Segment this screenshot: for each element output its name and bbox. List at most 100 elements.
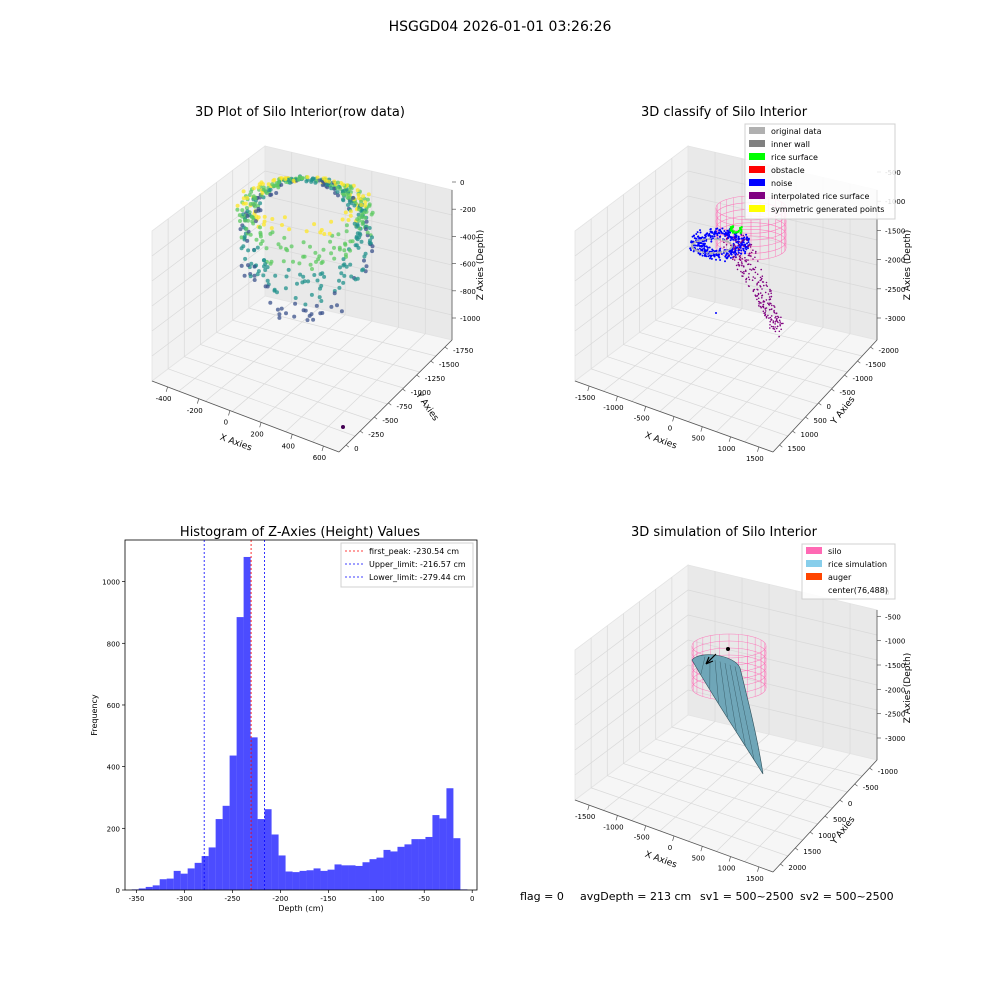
classify-noise-point xyxy=(742,247,745,250)
classify-interpolated-point xyxy=(768,296,771,298)
simulation-z-axis-label: Z Axies (Depth) xyxy=(903,653,913,724)
classify-interpolated-point xyxy=(769,320,771,323)
classify-noise-point xyxy=(724,255,727,258)
classify-original-point xyxy=(700,239,703,241)
raw-y-tick xyxy=(388,402,392,406)
raw-point xyxy=(343,241,347,246)
raw-point xyxy=(335,190,340,195)
classify-interpolated-point xyxy=(756,273,759,276)
raw-point xyxy=(351,195,356,200)
classify-interpolated-point xyxy=(762,305,765,308)
raw-point xyxy=(316,257,321,262)
simulation-y-tick-label: 2000 xyxy=(788,864,806,872)
classify-interpolated-point xyxy=(777,321,779,324)
classify-noise-point xyxy=(707,234,710,237)
classify-interpolated-point xyxy=(761,288,763,290)
classify-interpolated-point xyxy=(741,262,743,265)
footer-avg-depth: avgDepth = 213 cm xyxy=(580,890,691,903)
raw-point xyxy=(352,203,357,208)
classify-axis-line xyxy=(772,339,878,453)
classify-interpolated-point xyxy=(730,244,732,247)
classify-x-tick-label: -500 xyxy=(634,414,650,422)
classify-noise-point xyxy=(726,252,729,255)
classify-noise-point xyxy=(742,241,745,244)
simulation-gridline xyxy=(744,753,851,862)
classify-noise-point xyxy=(734,234,737,236)
raw-point xyxy=(339,271,344,276)
simulation-x-tick-label: 1500 xyxy=(746,875,764,883)
raw-point xyxy=(252,264,257,269)
raw-point xyxy=(270,217,275,221)
classify-legend-swatch xyxy=(749,205,765,212)
classify-noise-point xyxy=(706,232,709,235)
raw-point xyxy=(335,180,340,185)
classify-noise-point xyxy=(744,252,746,255)
raw-point xyxy=(249,189,254,194)
classify-interpolated-point xyxy=(756,298,758,301)
raw-gridline xyxy=(216,332,404,389)
classify-original-point xyxy=(702,238,705,241)
raw-point xyxy=(258,230,263,235)
raw-x-tick xyxy=(228,410,231,416)
raw-point xyxy=(317,295,322,300)
raw-point xyxy=(262,219,267,224)
classify-noise-point xyxy=(709,235,712,237)
simulation-y-tick xyxy=(824,815,829,819)
classify-noise-point xyxy=(703,254,706,257)
raw-point xyxy=(310,267,314,271)
classify-interpolated-point xyxy=(745,260,747,263)
simulation-x-tick-label: 500 xyxy=(692,854,705,862)
classify-interpolated-point xyxy=(748,278,751,281)
raw-x-tick-label: 0 xyxy=(224,419,228,427)
simulation-legend: silo rice simulation auger center(76,488) xyxy=(801,543,896,600)
classify-gridline xyxy=(574,245,689,332)
raw-point xyxy=(312,273,317,277)
histogram-y-tick-label: 1000 xyxy=(102,579,120,587)
raw-point xyxy=(313,250,318,255)
raw-point xyxy=(329,219,334,224)
simulation-z-tick-label: -3000 xyxy=(885,735,905,743)
classify-interpolated-point xyxy=(749,244,751,246)
classify-interpolated-point xyxy=(760,268,762,271)
classify-interpolated-point xyxy=(778,330,781,333)
raw-point xyxy=(244,206,249,210)
raw-z-tick-label: -600 xyxy=(460,261,476,269)
classify-interpolated-point xyxy=(767,314,769,317)
raw-point xyxy=(235,203,240,208)
raw-point xyxy=(305,175,310,180)
raw-point xyxy=(361,194,366,199)
histogram-x-axis-label: Depth (cm) xyxy=(278,904,323,913)
classify-interpolated-point xyxy=(759,285,762,288)
classify-interpolated-point xyxy=(773,328,776,330)
raw-point xyxy=(370,235,374,240)
classify-interpolated-point xyxy=(772,321,775,324)
classify-interpolated-point xyxy=(765,315,768,318)
histogram-bar xyxy=(292,872,300,890)
classify-interpolated-point xyxy=(768,317,770,319)
raw-x-tick-label: 400 xyxy=(282,442,295,450)
simulation-gridline xyxy=(574,639,689,726)
classify-original-point xyxy=(714,238,717,241)
raw-point xyxy=(265,265,270,270)
raw-x-tick-label: -200 xyxy=(187,407,203,415)
classify-interpolated-point xyxy=(780,316,782,319)
raw-point xyxy=(357,215,362,220)
classify-original-point xyxy=(694,241,697,244)
simulation-gridline xyxy=(603,721,716,811)
simulation-center-point xyxy=(726,647,730,651)
raw-point xyxy=(355,231,360,236)
classify-noise-point xyxy=(708,246,711,249)
histogram-bar xyxy=(201,856,209,890)
simulation-y-tick xyxy=(854,783,858,787)
simulation-z-tick-label: -2000 xyxy=(885,686,905,694)
raw-gridline xyxy=(285,327,399,432)
classify-x-tick xyxy=(615,396,618,402)
simulation-legend-swatch xyxy=(806,560,822,567)
classify-y-tick xyxy=(805,416,809,420)
raw-point xyxy=(245,209,250,214)
histogram-bar xyxy=(418,839,426,890)
classify-interpolated-point xyxy=(760,302,762,304)
raw-point xyxy=(306,279,311,284)
classify-interpolated-point xyxy=(754,252,757,254)
